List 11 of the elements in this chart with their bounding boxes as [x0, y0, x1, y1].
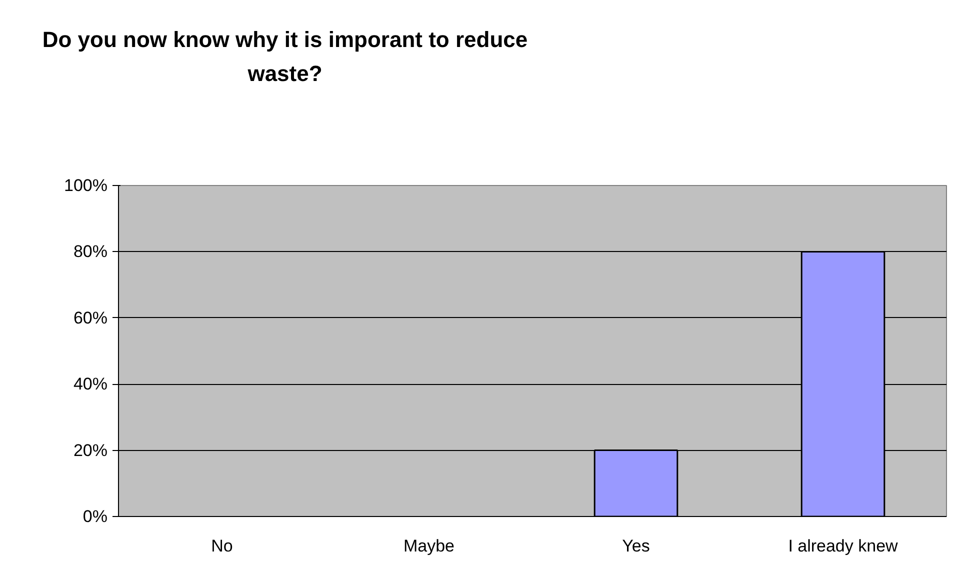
y-tick-label: 20%: [73, 440, 108, 460]
y-tick-label: 40%: [73, 374, 108, 394]
x-tick-label: Maybe: [403, 536, 455, 556]
y-tick-label: 60%: [73, 308, 108, 328]
x-tick-label: Yes: [622, 536, 650, 556]
chart-title: Do you now know why it is imporant to reduce waste?: [41, 26, 529, 88]
y-tick-label: 0%: [82, 507, 108, 526]
y-tick-label: 80%: [73, 242, 108, 262]
x-tick-label: No: [211, 536, 233, 556]
y-tick-label: 100%: [64, 176, 108, 195]
x-tick-label: I already knew: [788, 536, 899, 556]
